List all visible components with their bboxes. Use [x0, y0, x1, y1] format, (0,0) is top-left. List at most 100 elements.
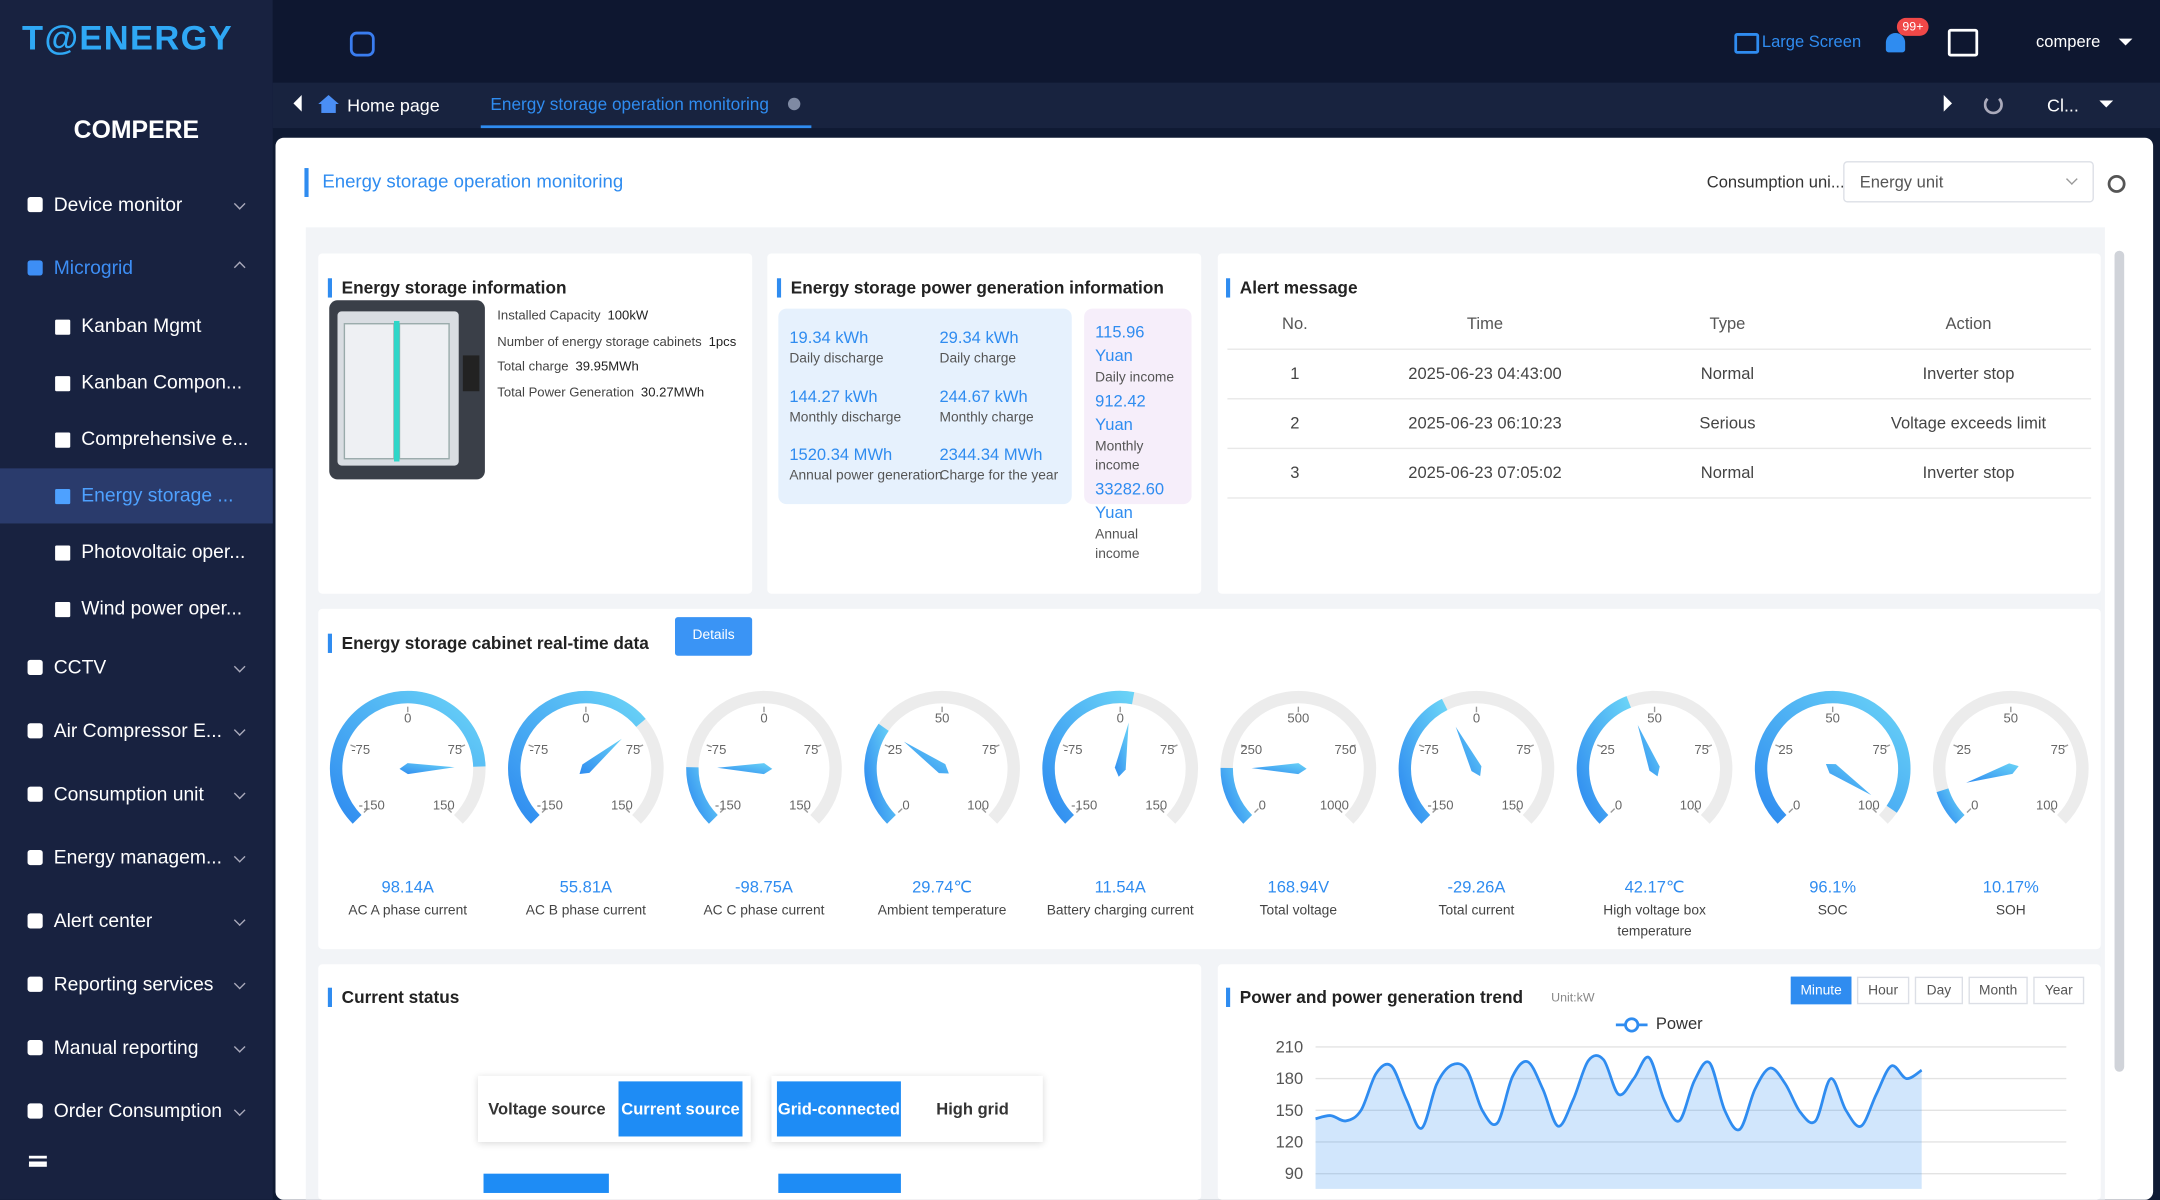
refresh[interactable] — [1983, 95, 2003, 115]
period-button[interactable]: Hour — [1856, 976, 1910, 1005]
menu-item[interactable]: Energy managem... — [53, 845, 223, 868]
submenu-item[interactable]: Energy storage ... — [81, 483, 234, 506]
gauge-tick-label: -75 — [351, 742, 370, 757]
gauge-label: AC B phase current — [525, 903, 646, 919]
image-icon[interactable] — [1947, 28, 1979, 57]
table-rule — [1227, 398, 2092, 400]
submenu-item[interactable]: Kanban Compon... — [81, 370, 243, 393]
settings[interactable] — [2107, 174, 2126, 193]
menu-item[interactable]: Consumption unit — [53, 782, 204, 805]
menu-icon — [27, 723, 43, 739]
filter-label: Consumption uni... — [1706, 172, 1845, 192]
bell[interactable] — [1885, 33, 1906, 53]
gauge-value: 10.17% — [1982, 877, 2039, 897]
tab-left[interactable] — [293, 95, 302, 112]
table-cell: 2025-06-23 04:43:00 — [1408, 363, 1562, 383]
period-button[interactable]: Day — [1914, 976, 1964, 1005]
gauge-value: 42.17℃ — [1624, 877, 1685, 897]
gauge-tick — [1694, 808, 1699, 813]
gauge-tick — [1775, 744, 1781, 748]
gauge-tick-label: 75 — [2051, 742, 2066, 757]
period-button[interactable]: Month — [1968, 976, 2028, 1005]
scrollbar[interactable] — [2114, 250, 2125, 1072]
gen-value: 1520.34 MWh — [789, 444, 893, 465]
gauge-tick-label: -75 — [529, 742, 548, 757]
card-title: Current status — [327, 987, 459, 1007]
period-button[interactable]: Minute — [1790, 976, 1852, 1005]
table-cell: 2025-06-23 07:05:02 — [1408, 462, 1562, 483]
user[interactable]: compere — [2036, 31, 2101, 51]
tab-underline — [480, 125, 812, 129]
menu-toggle[interactable] — [28, 1155, 47, 1167]
menu-item[interactable]: Device monitor — [53, 192, 183, 215]
gauge-needle — [903, 741, 949, 774]
gen-label: Annual power generation — [789, 468, 943, 484]
status-button[interactable]: Current source — [618, 1081, 743, 1137]
gauge-tick-label: -150 — [715, 798, 741, 813]
status-button[interactable]: Grid-connected — [776, 1081, 901, 1137]
gauge-value: 29.74℃ — [912, 877, 973, 897]
menu-item[interactable]: Alert center — [53, 909, 153, 932]
large-screen[interactable]: Large Screen — [1761, 31, 1862, 51]
tab-active[interactable]: Energy storage operation monitoring — [490, 95, 769, 115]
menu-icon[interactable] — [349, 31, 375, 57]
menu-item[interactable]: Reporting services — [53, 972, 214, 995]
gauge-tick-label: -150 — [359, 798, 385, 813]
menu-item[interactable]: CCTV — [53, 655, 107, 678]
gauge-tick — [1966, 808, 1972, 813]
gauge-tick — [1432, 808, 1438, 813]
info-label: Total charge — [497, 360, 569, 376]
submenu-item[interactable]: Wind power oper... — [81, 596, 243, 619]
gauge-tick-label: -75 — [1420, 742, 1439, 757]
gauge-arc — [508, 690, 646, 824]
gauge-tick — [625, 808, 631, 813]
period-button[interactable]: Year — [2033, 976, 2085, 1005]
tab-close[interactable] — [787, 97, 801, 111]
submenu-item[interactable]: Photovoltaic oper... — [81, 540, 246, 563]
gauge-tick — [1597, 744, 1603, 748]
gen-label: Monthly discharge — [789, 409, 902, 425]
gauge-needle — [1637, 724, 1660, 777]
menu-item[interactable]: Order Consumption — [53, 1099, 223, 1122]
gauge-tick-label: 750 — [1335, 742, 1357, 757]
submenu-item[interactable]: Kanban Mgmt — [81, 314, 202, 337]
tab-close-menu[interactable]: Cl... — [2047, 95, 2079, 116]
gen-value: 19.34 kWh — [789, 327, 869, 348]
table-cell: Normal — [1700, 363, 1755, 383]
gauge-needle — [579, 738, 622, 774]
menu-item[interactable]: Microgrid — [53, 256, 134, 279]
gauge-arc — [1220, 767, 1253, 824]
tab-bar — [272, 82, 2160, 129]
y-tick-label: 180 — [1276, 1069, 1304, 1088]
status-button[interactable]: High grid — [936, 1099, 1009, 1119]
gauge-tick-label: 500 — [1287, 711, 1309, 726]
status-button[interactable]: Voltage source — [488, 1099, 606, 1119]
gauge-needle — [1966, 763, 2019, 783]
tab-home[interactable]: Home page — [347, 95, 440, 116]
menu-item[interactable]: Manual reporting — [53, 1035, 199, 1058]
details-button[interactable]: Details — [675, 617, 753, 656]
gauge-tick-label: 75 — [626, 742, 641, 757]
menu-item[interactable]: Air Compressor E... — [53, 719, 222, 742]
table-cell: Voltage exceeds limit — [1890, 413, 2047, 433]
select[interactable] — [1843, 161, 2094, 203]
gauge-tick-label: 250 — [1240, 742, 1262, 757]
gauge-tick — [2062, 744, 2069, 748]
gauge-tick — [706, 744, 713, 748]
gauge-tick — [363, 808, 369, 813]
gauge-tick-label: 0 — [404, 711, 411, 726]
sidebar — [0, 0, 273, 1200]
table-header: No. — [1282, 314, 1308, 334]
y-tick-label: 90 — [1285, 1164, 1303, 1183]
gauge-tick-label: 50 — [1825, 711, 1840, 726]
table-rule — [1227, 447, 2092, 450]
gauge-tick-label: 0 — [1259, 798, 1266, 813]
tab-right[interactable] — [1943, 95, 1952, 112]
submenu-item[interactable]: Comprehensive e... — [81, 427, 249, 450]
gauge-tick — [815, 744, 822, 748]
gauge-tick — [897, 808, 903, 813]
gen-value: 244.67 kWh — [939, 386, 1028, 406]
gen-label: Daily discharge — [789, 351, 884, 367]
card — [318, 608, 2101, 950]
